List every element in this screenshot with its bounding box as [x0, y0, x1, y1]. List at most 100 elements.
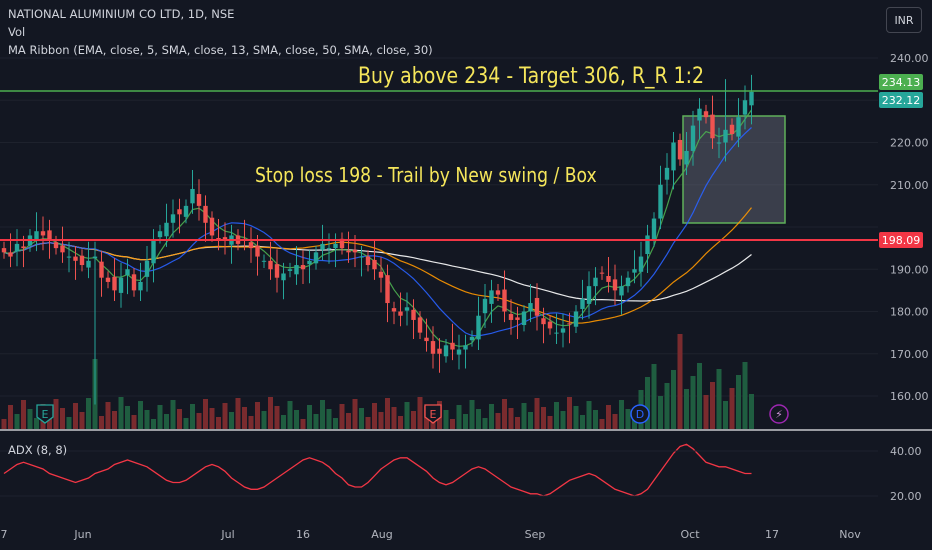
volume-bar [112, 411, 117, 429]
buy-level-badge: 234.13 [879, 74, 923, 90]
volume-bar [658, 396, 663, 429]
candle-body [476, 315, 481, 340]
candle-body [1, 248, 7, 253]
volume-bar [567, 397, 572, 429]
candle-body [684, 150, 689, 165]
price-tick-label: 190.00 [890, 263, 929, 276]
candle-body [359, 256, 364, 258]
volume-bar [606, 405, 611, 429]
candle-body [606, 276, 611, 282]
volume-bar [521, 403, 527, 429]
volume-bar [710, 382, 715, 429]
candle-body [125, 269, 130, 276]
volume-bar [573, 406, 579, 429]
volume-bar [586, 401, 592, 429]
candle-body [625, 277, 631, 287]
candle-body [222, 237, 228, 240]
volume-bar [326, 409, 332, 429]
volume-bar [164, 414, 169, 429]
volume-bar [346, 413, 351, 429]
volume-bar [287, 401, 293, 429]
candle-body [567, 323, 572, 325]
candle-body [307, 260, 312, 265]
candle-body [333, 243, 338, 249]
candle-body [86, 260, 91, 268]
candle-body [21, 246, 26, 249]
candle-body [53, 242, 59, 249]
time-tick-label: Oct [680, 528, 700, 541]
candle-body [534, 297, 540, 316]
stop-loss-annotation: Stop loss 198 - Trail by New swing / Box [255, 163, 597, 187]
sma50-line [3, 242, 752, 302]
volume-bar [411, 411, 416, 429]
symbol-title[interactable]: NATIONAL ALUMINIUM CO LTD, 1D, NSE [8, 7, 235, 21]
candle-body [703, 111, 709, 118]
volume-bar [99, 416, 104, 429]
volume-bar [274, 406, 280, 429]
candle-body [749, 91, 754, 106]
price-tick-label: 180.00 [890, 306, 929, 319]
volume-bar [47, 413, 52, 429]
adx-tick-label: 40.00 [890, 445, 922, 458]
event-markers: E E D ⚡ [36, 404, 789, 424]
volume-bar [183, 418, 189, 429]
candle-body [443, 345, 449, 357]
volume-bar [281, 415, 286, 429]
candle-body [619, 286, 624, 296]
candle-body [573, 311, 579, 327]
candle-body [599, 272, 605, 274]
buy-annotation: Buy above 234 - Target 306, R_R 1:2 [358, 64, 705, 89]
volume-bar [697, 363, 702, 429]
volume-indicator-label[interactable]: Vol [8, 25, 26, 39]
candle-body [203, 205, 208, 223]
volume-bar [255, 402, 260, 429]
candle-body [489, 290, 494, 304]
price-tick-label: 160.00 [890, 390, 929, 403]
time-tick-label: 16 [296, 528, 310, 541]
candle-body [502, 289, 507, 312]
volume-bar [307, 405, 312, 429]
candle-body [346, 250, 351, 253]
volume-bar [619, 400, 624, 429]
volume-bar [14, 414, 20, 429]
earnings-badge-shape [424, 404, 442, 424]
candle-body [632, 269, 637, 273]
volume-bar [489, 404, 494, 429]
candle-body [385, 275, 390, 304]
volume-bar [138, 401, 143, 429]
ma-ribbon-indicator-label[interactable]: MA Ribbon (EMA, close, 5, SMA, close, 13… [8, 43, 433, 57]
volume-bar [34, 418, 39, 429]
volume-bar [209, 408, 215, 429]
candle-body [47, 230, 52, 240]
volume-bar [79, 412, 85, 429]
candle-body [60, 245, 65, 253]
event-label: E [42, 408, 49, 421]
candle-body [437, 348, 442, 354]
volume-bar [515, 417, 520, 429]
candle-body [118, 277, 124, 293]
candle-body [658, 184, 663, 219]
dividend-badge-shape [630, 404, 650, 424]
candle-body [398, 311, 403, 316]
candle-body [365, 256, 371, 266]
volume-bar [66, 417, 72, 429]
candle-body [411, 309, 416, 320]
volume-bar [729, 388, 735, 429]
dividend-marker: D [630, 404, 650, 424]
candle-body [99, 261, 104, 278]
candle-body [196, 194, 202, 206]
volume-bar [671, 370, 676, 429]
volume-bar [580, 415, 585, 429]
candle-body [248, 242, 254, 249]
candle-body [274, 264, 280, 278]
time-tick-label: Sep [525, 528, 546, 541]
currency-button[interactable]: INR [886, 7, 922, 33]
volume-bar [443, 410, 449, 429]
candle-body [326, 248, 332, 250]
candle-body [508, 314, 514, 320]
candle-body [482, 298, 488, 314]
candle-body [131, 274, 137, 291]
last-price-badge: 232.12 [879, 92, 923, 108]
earnings-marker: E [424, 404, 442, 424]
